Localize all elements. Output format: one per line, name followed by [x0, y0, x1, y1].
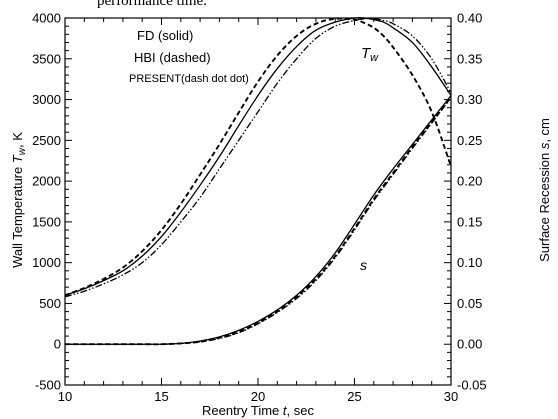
series-line-4: [65, 96, 452, 346]
y-right-tick-label: 0.20: [457, 174, 482, 189]
y-label-right-suffix: , cm: [537, 118, 552, 143]
annotation-s: s: [360, 257, 367, 273]
y-label-left-sub: w: [17, 147, 28, 155]
y-right-tick-label: -0.05: [457, 378, 487, 393]
y-label-right-prefix: Surface Recession: [537, 149, 552, 262]
x-tick-label: 15: [154, 389, 168, 404]
series-line-3: [65, 95, 452, 345]
legend-entry-fd: FD (solid): [137, 28, 193, 43]
ticks-layer: 10 15 20 25 30 -500 0 500 1000 1500 2000 2500 3000 35…: [32, 11, 487, 405]
y-axis-label-left: Wall Temperature Tw, K: [10, 132, 28, 268]
y-right-tick-label: 0.05: [457, 296, 482, 311]
x-tick-label: 25: [347, 389, 361, 404]
y-left-tick-label: -500: [35, 378, 61, 393]
x-label-prefix: Reentry Time: [202, 403, 283, 418]
curves-layer: [64, 16, 452, 346]
y-left-tick-label: 2500: [32, 133, 61, 148]
x-tick-label: 10: [58, 389, 72, 404]
y-axis-label-right: Surface Recession s, cm: [537, 118, 552, 262]
y-left-tick-label: 1500: [32, 214, 61, 229]
y-left-tick-label: 3500: [32, 51, 61, 66]
y-right-tick-label: 0.30: [457, 92, 482, 107]
series-line-0: [64, 16, 452, 296]
x-label-var: t: [283, 403, 288, 418]
top-caption: performance time.: [97, 0, 207, 9]
y-right-tick-label: 0.35: [457, 51, 482, 66]
annotation-tw: Tw: [361, 45, 379, 64]
series-line-1: [64, 17, 452, 297]
x-tick-label: 20: [251, 389, 265, 404]
y-label-left-suffix: , K: [10, 132, 25, 148]
legend: FD (solid) HBI (dashed) PRESENT(dash dot…: [129, 28, 249, 85]
y-right-tick-label: 0.15: [457, 214, 482, 229]
y-right-tick-label: 0.25: [457, 133, 482, 148]
legend-entry-hbi: HBI (dashed): [134, 50, 211, 65]
x-axis-label: Reentry Time t, sec: [202, 403, 315, 418]
annotation-tw-var: T: [361, 45, 372, 62]
y-right-tick-label: 0.40: [457, 11, 482, 26]
y-label-left-var: T: [10, 154, 25, 163]
y-left-tick-label: 2000: [32, 174, 61, 189]
y-right-tick-label: 0.10: [457, 255, 482, 270]
y-label-left-prefix: Wall Temperature: [10, 163, 25, 268]
plot-frame: [64, 17, 452, 386]
y-label-right-var: s: [537, 142, 552, 149]
y-left-tick-label: 500: [39, 296, 61, 311]
x-tick-label: 30: [444, 389, 458, 404]
y-left-tick-label: 4000: [32, 11, 61, 26]
legend-entry-present: PRESENT(dash dot dot): [129, 73, 249, 85]
series-line-5: [65, 97, 452, 345]
y-right-tick-label: 0.00: [457, 337, 482, 352]
x-label-suffix: , sec: [287, 403, 315, 418]
series-line-2: [64, 17, 452, 298]
y-left-tick-label: 0: [54, 337, 61, 352]
annotation-tw-sub: w: [370, 52, 379, 64]
y-left-tick-label: 1000: [32, 255, 61, 270]
y-left-tick-label: 3000: [32, 92, 61, 107]
